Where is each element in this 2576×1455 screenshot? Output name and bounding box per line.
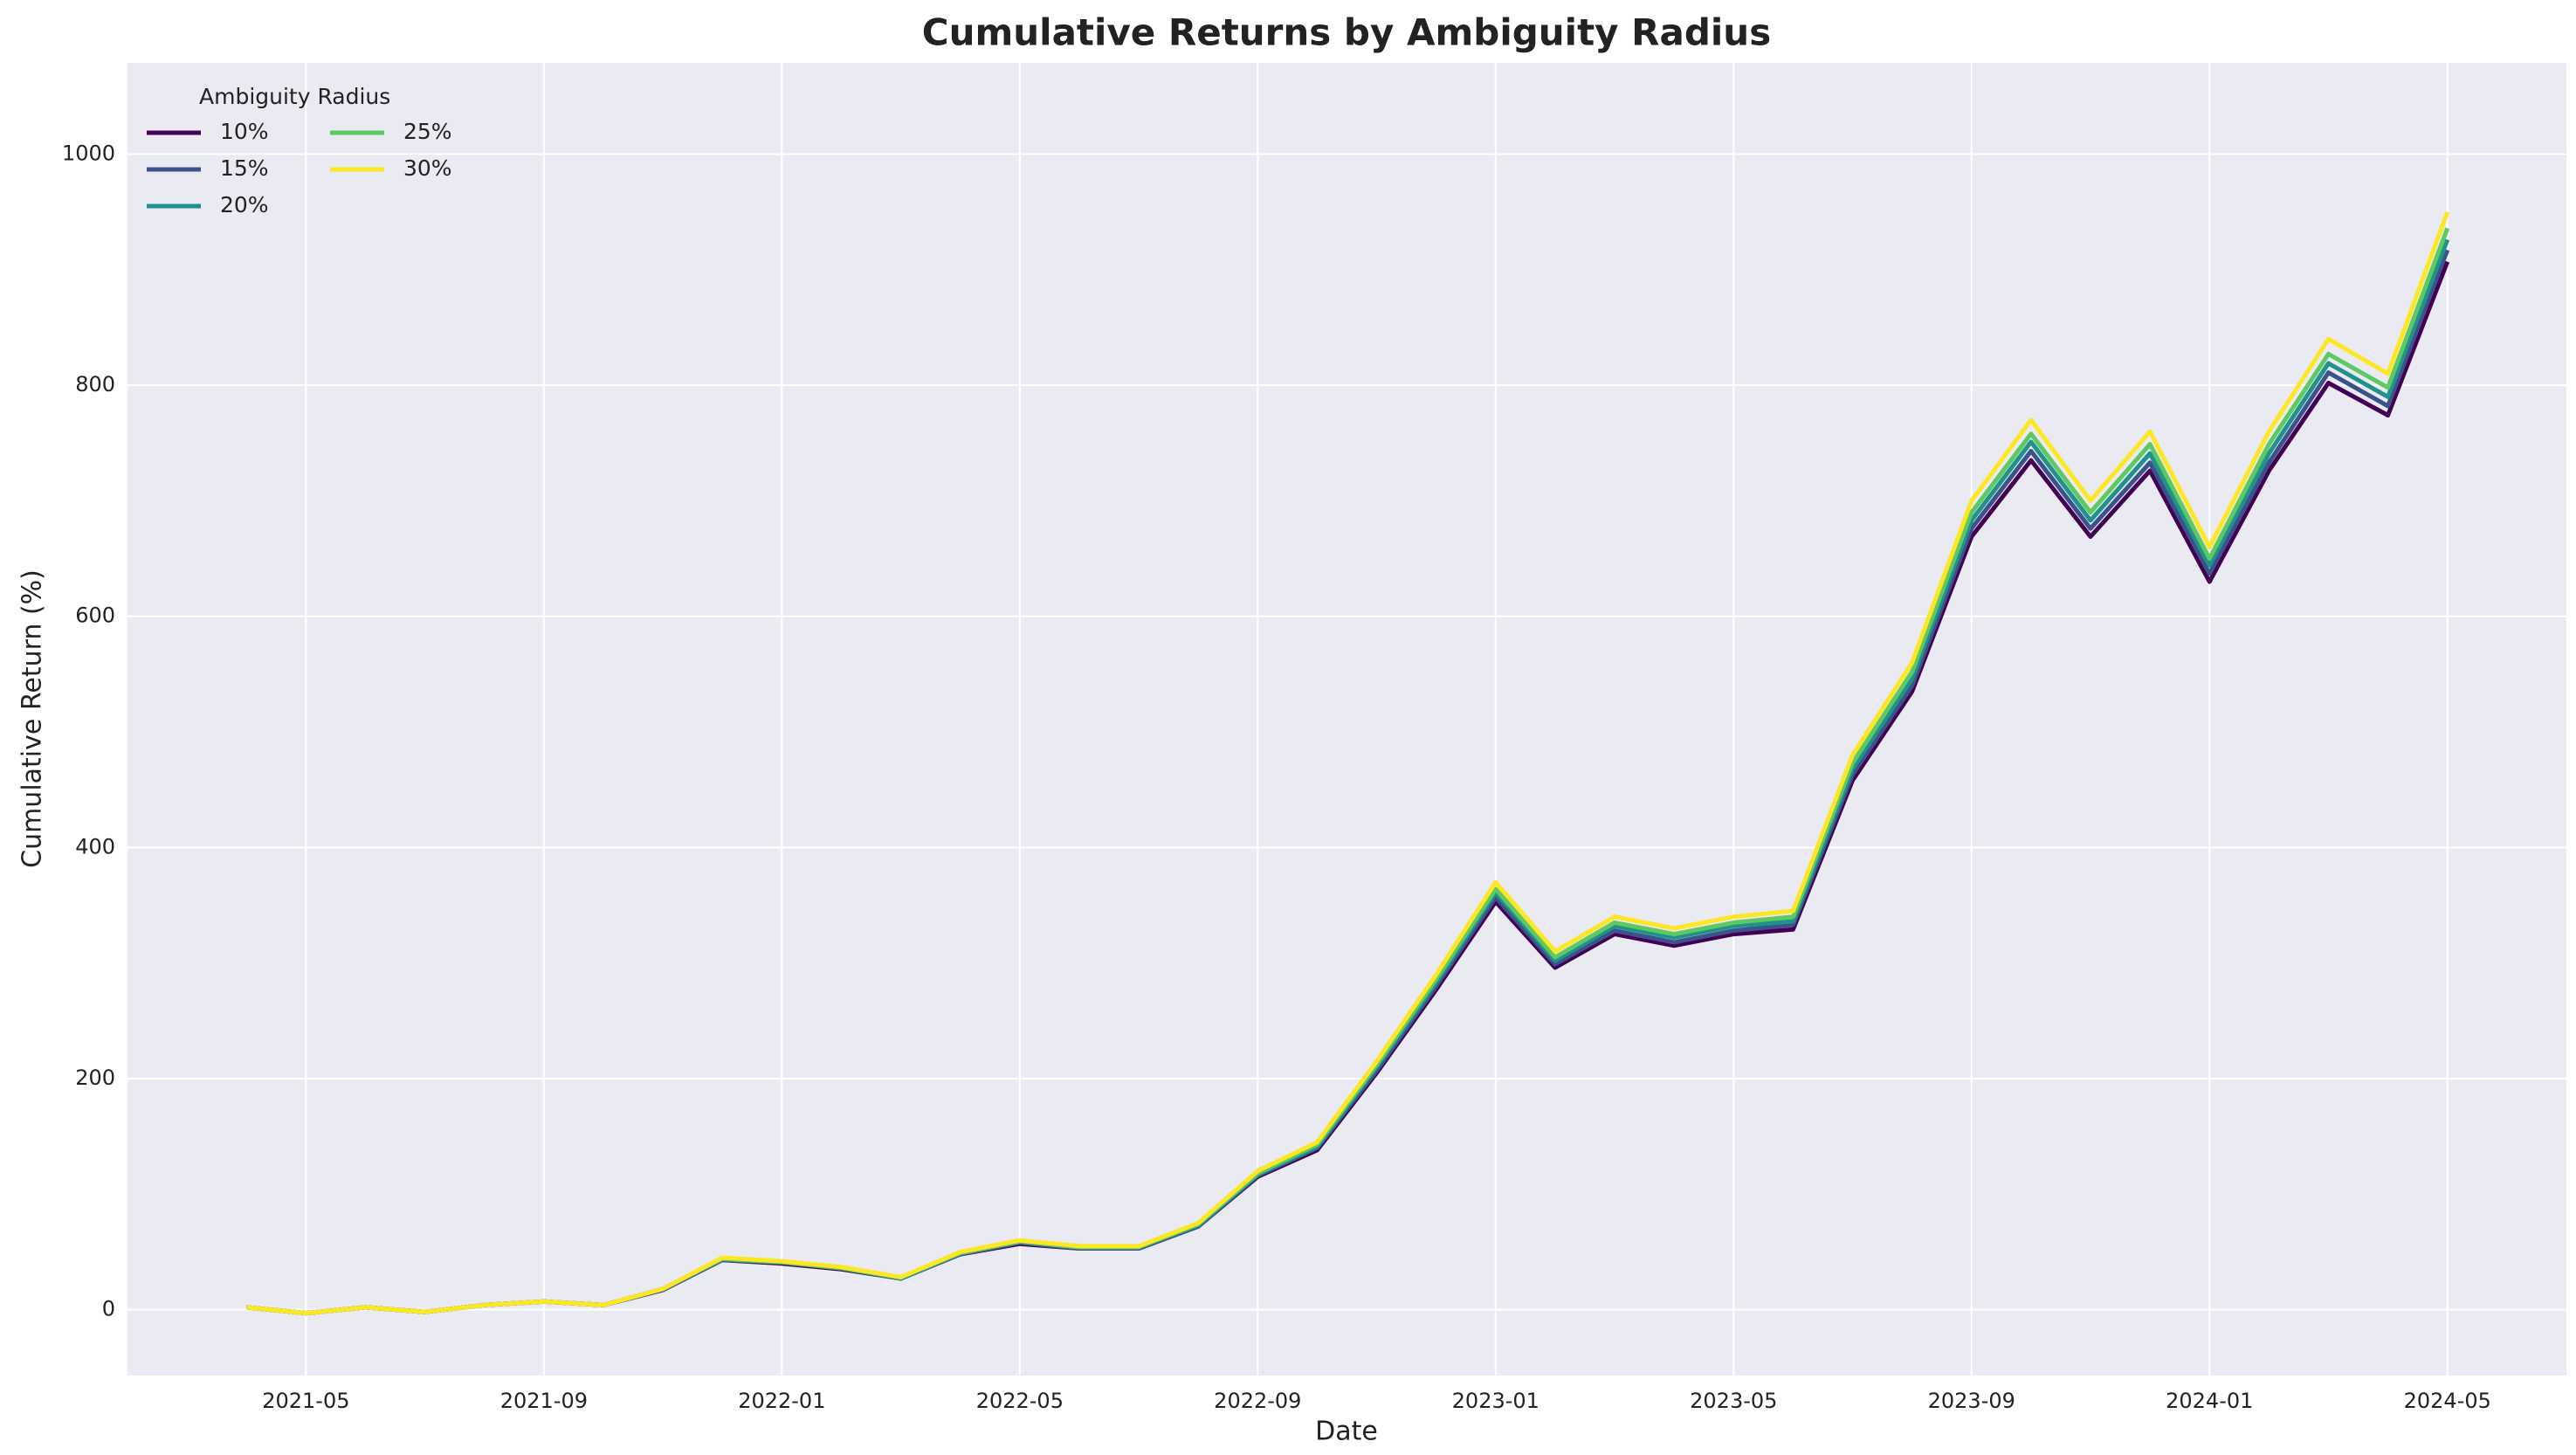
series-line (245, 210, 2450, 1316)
chart-title: Cumulative Returns by Ambiguity Radius (922, 11, 1771, 54)
x-tick-label: 2024-01 (2166, 1389, 2253, 1413)
legend-label: 10% (220, 119, 269, 144)
x-tick-label: 2021-09 (500, 1389, 588, 1413)
legend-title: Ambiguity Radius (199, 84, 390, 109)
y-tick-label: 200 (75, 1065, 115, 1090)
x-tick-label: 2022-01 (738, 1389, 825, 1413)
legend-label: 15% (220, 155, 269, 181)
plot-area (127, 63, 2566, 1376)
x-tick-label: 2022-09 (1214, 1389, 1301, 1413)
y-tick-label: 400 (75, 834, 115, 859)
y-tick-label: 1000 (62, 141, 115, 166)
x-axis-label: Date (1315, 1417, 1378, 1447)
legend-label: 20% (220, 192, 269, 217)
legend-label: 30% (403, 155, 452, 181)
x-tick-label: 2021-05 (262, 1389, 349, 1413)
y-axis-label: Cumulative Return (%) (17, 569, 48, 868)
x-tick-label: 2023-01 (1452, 1389, 1539, 1413)
y-tick-label: 0 (102, 1297, 115, 1321)
legend: Ambiguity Radius 10% 15% 20% 25% 30% (147, 84, 452, 217)
x-tick-label: 2022-05 (976, 1389, 1064, 1413)
y-tick-label: 600 (75, 603, 115, 628)
y-tick-label: 800 (75, 372, 115, 397)
x-tick-label: 2023-09 (1928, 1389, 2015, 1413)
legend-label: 25% (403, 119, 452, 144)
x-tick-label: 2023-05 (1690, 1389, 1777, 1413)
x-tick-label: 2024-05 (2404, 1389, 2491, 1413)
